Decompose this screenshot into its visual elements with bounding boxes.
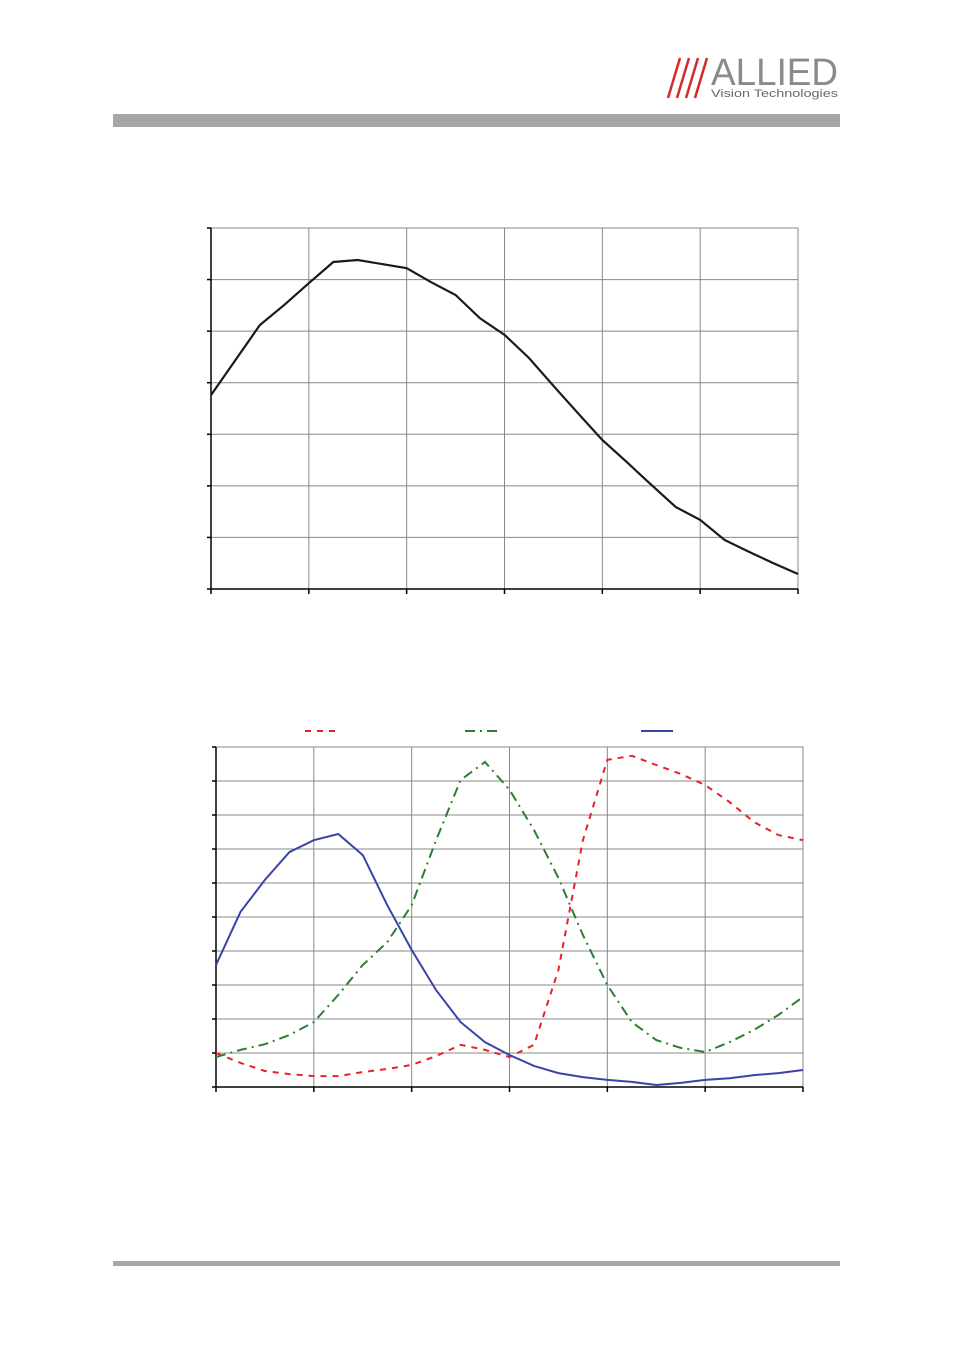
logo-slashes xyxy=(666,57,709,99)
line xyxy=(215,760,804,1059)
logo-text: ALLIED xyxy=(711,52,838,94)
header-bar xyxy=(113,114,840,127)
line xyxy=(215,832,804,1087)
logo-tagline: Vision Technologies xyxy=(711,88,839,100)
line xyxy=(215,754,804,1078)
line xyxy=(210,258,799,576)
chart xyxy=(212,730,804,1092)
footer-bar xyxy=(113,1261,840,1266)
chart xyxy=(207,227,799,594)
logo: ALLIED Vision Technologies xyxy=(666,52,839,100)
